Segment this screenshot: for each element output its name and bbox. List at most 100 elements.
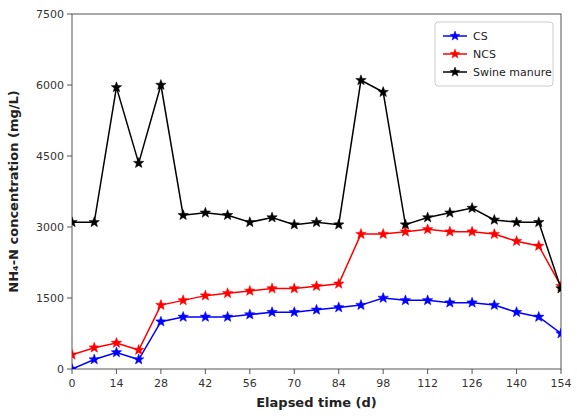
point-marker bbox=[245, 285, 255, 295]
point-marker bbox=[400, 219, 410, 229]
x-tick bbox=[427, 369, 428, 374]
y-tick bbox=[67, 298, 72, 299]
x-tick-label: 154 bbox=[551, 377, 572, 390]
point-marker bbox=[534, 217, 544, 227]
point-marker bbox=[133, 345, 143, 355]
point-marker bbox=[267, 212, 277, 222]
point-marker bbox=[356, 300, 366, 310]
point-marker bbox=[178, 311, 188, 321]
legend: CSNCSSwine manure bbox=[435, 22, 553, 86]
point-marker bbox=[556, 328, 561, 338]
point-marker bbox=[289, 219, 299, 229]
x-tick bbox=[338, 369, 339, 374]
point-marker bbox=[467, 203, 477, 213]
y-tick-label: 1500 bbox=[36, 292, 64, 305]
point-marker bbox=[311, 217, 321, 227]
series bbox=[72, 224, 561, 359]
point-marker bbox=[311, 281, 321, 291]
point-marker bbox=[245, 309, 255, 319]
point-marker bbox=[422, 295, 432, 305]
point-marker bbox=[378, 229, 388, 239]
point-marker bbox=[511, 307, 521, 317]
point-marker bbox=[511, 217, 521, 227]
x-tick-label: 98 bbox=[376, 377, 390, 390]
point-marker bbox=[200, 311, 210, 321]
x-tick-label: 126 bbox=[462, 377, 483, 390]
point-marker bbox=[133, 354, 143, 364]
point-marker bbox=[422, 224, 432, 234]
x-tick-label: 56 bbox=[243, 377, 257, 390]
point-marker bbox=[89, 342, 99, 352]
x-tick-label: 0 bbox=[69, 377, 76, 390]
series bbox=[72, 293, 561, 370]
point-marker bbox=[400, 226, 410, 236]
x-tick bbox=[160, 369, 161, 374]
point-marker bbox=[445, 297, 455, 307]
point-marker bbox=[556, 283, 561, 293]
y-tick bbox=[67, 156, 72, 157]
point-marker bbox=[489, 214, 499, 224]
legend-label: Swine manure bbox=[473, 66, 552, 79]
point-marker bbox=[178, 295, 188, 305]
y-tick-label: 6000 bbox=[36, 79, 64, 92]
x-tick-label: 112 bbox=[417, 377, 438, 390]
point-marker bbox=[111, 347, 121, 357]
x-tick bbox=[205, 369, 206, 374]
legend-marker bbox=[450, 49, 460, 58]
y-tick bbox=[67, 14, 72, 15]
point-marker bbox=[378, 87, 388, 97]
x-tick bbox=[249, 369, 250, 374]
point-marker bbox=[378, 293, 388, 303]
point-marker bbox=[111, 337, 121, 347]
point-marker bbox=[133, 158, 143, 168]
x-tick-label: 42 bbox=[198, 377, 212, 390]
point-marker bbox=[72, 349, 77, 359]
x-tick bbox=[72, 369, 73, 374]
point-marker bbox=[72, 364, 77, 370]
legend-marker bbox=[450, 67, 460, 76]
point-marker bbox=[400, 295, 410, 305]
point-marker bbox=[511, 236, 521, 246]
point-marker bbox=[445, 207, 455, 217]
point-marker bbox=[156, 300, 166, 310]
x-tick bbox=[516, 369, 517, 374]
chart-svg: 0142842567084981121261401540150030004500… bbox=[0, 0, 577, 419]
series bbox=[72, 75, 561, 293]
legend-marker bbox=[450, 31, 460, 40]
x-tick-label: 70 bbox=[287, 377, 301, 390]
legend-label: CS bbox=[473, 30, 488, 43]
x-tick bbox=[561, 369, 562, 374]
y-axis-label: NH₄-N concentration (mg/L) bbox=[6, 90, 21, 292]
point-marker bbox=[111, 82, 121, 92]
point-marker bbox=[445, 226, 455, 236]
data-layer bbox=[72, 75, 561, 369]
point-marker bbox=[311, 304, 321, 314]
point-marker bbox=[467, 297, 477, 307]
x-tick bbox=[116, 369, 117, 374]
chart-container: 0142842567084981121261401540150030004500… bbox=[0, 0, 577, 419]
point-marker bbox=[222, 288, 232, 298]
plot-area bbox=[72, 14, 561, 369]
point-marker bbox=[200, 207, 210, 217]
point-marker bbox=[356, 75, 366, 85]
point-marker bbox=[89, 217, 99, 227]
series-line bbox=[72, 229, 561, 354]
x-axis-label: Elapsed time (d) bbox=[256, 395, 377, 410]
x-tick-label: 84 bbox=[332, 377, 346, 390]
y-tick-label: 0 bbox=[57, 363, 64, 376]
y-tick bbox=[67, 227, 72, 228]
point-marker bbox=[267, 307, 277, 317]
y-tick-label: 3000 bbox=[36, 221, 64, 234]
point-marker bbox=[334, 302, 344, 312]
legend-box bbox=[435, 22, 553, 86]
point-marker bbox=[245, 217, 255, 227]
point-marker bbox=[267, 283, 277, 293]
point-marker bbox=[489, 300, 499, 310]
x-tick bbox=[383, 369, 384, 374]
point-marker bbox=[200, 290, 210, 300]
point-marker bbox=[222, 210, 232, 220]
point-marker bbox=[334, 219, 344, 229]
point-marker bbox=[356, 229, 366, 239]
point-marker bbox=[289, 283, 299, 293]
series-line bbox=[72, 80, 561, 288]
